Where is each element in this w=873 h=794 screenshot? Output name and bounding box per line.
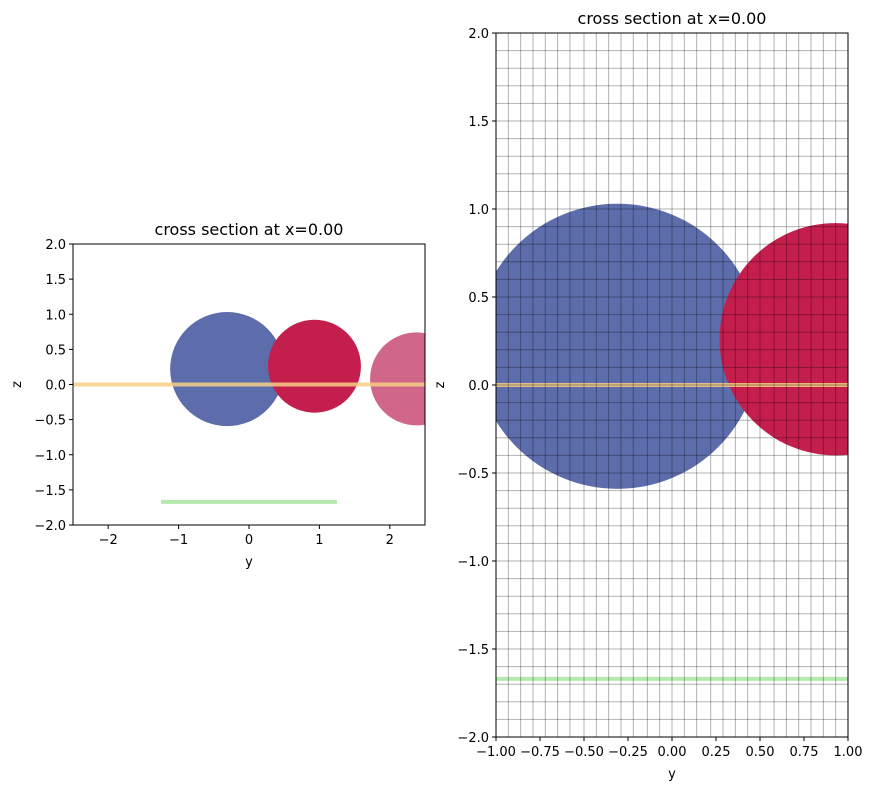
x-tick-label: 2 (386, 533, 394, 548)
y-tick-label: 0.0 (45, 379, 66, 394)
x-axis-label: y (245, 555, 253, 570)
structure-circle (370, 332, 425, 426)
y-axis-label: z (10, 381, 25, 388)
chart-title: cross section at x=0.00 (578, 9, 767, 28)
structure-circle (496, 203, 760, 489)
x-tick-label: 0.75 (790, 745, 819, 760)
x-tick-label: −0.25 (608, 745, 648, 760)
chart-title: cross section at x=0.00 (155, 220, 344, 239)
y-tick-label: 2.0 (45, 238, 66, 253)
panel-2: −1.00 −0.75 −0.50 −0.25 0.00 0.25 0.50 0.75 1.00… (433, 9, 863, 782)
y-tick-label: 1.5 (468, 115, 489, 130)
plot-area (73, 312, 425, 504)
y-tick-label: −1.5 (34, 484, 66, 499)
x-tick-label: 0 (245, 533, 253, 548)
x-tick-label: 0.00 (658, 745, 687, 760)
y-tick-label: 1.5 (45, 273, 66, 288)
x-tick-label: 1 (315, 533, 323, 548)
structure-circle (170, 312, 285, 427)
x-tick-label: −0.75 (520, 745, 560, 760)
y-tick-label: −1.0 (457, 555, 489, 570)
y-tick-label: −1.5 (457, 643, 489, 658)
x-tick-label: 1.00 (834, 745, 863, 760)
structure-circle (268, 319, 361, 413)
x-tick-label: 0.25 (702, 745, 731, 760)
panel-1: −2 −1 0 1 2 −2.0 −1.5 −1.0 −0.5 0.0 0.5 1.0 1.5 2.0 cr… (10, 220, 426, 570)
x-tick-label: 0.50 (746, 745, 775, 760)
y-tick-label: −2.0 (34, 519, 66, 534)
x-tick-label: −0.50 (564, 745, 604, 760)
y-tick-label: 0.0 (468, 379, 489, 394)
x-tick-label: −1.00 (476, 745, 516, 760)
structure-circle (719, 223, 848, 456)
y-axis-label: z (433, 381, 448, 388)
y-tick-label: −0.5 (457, 467, 489, 482)
y-tick-label: 2.0 (468, 27, 489, 42)
y-tick-label: −2.0 (457, 731, 489, 746)
x-tick-label: −2 (99, 533, 118, 548)
plot-area (496, 33, 848, 737)
y-tick-label: 0.5 (45, 343, 66, 358)
y-tick-label: 1.0 (468, 203, 489, 218)
y-tick-label: −0.5 (34, 414, 66, 429)
x-tick-label: −1 (169, 533, 188, 548)
y-tick-label: −1.0 (34, 449, 66, 464)
y-tick-label: 1.0 (45, 308, 66, 323)
y-tick-label: 0.5 (468, 291, 489, 306)
x-axis-label: y (668, 767, 676, 782)
